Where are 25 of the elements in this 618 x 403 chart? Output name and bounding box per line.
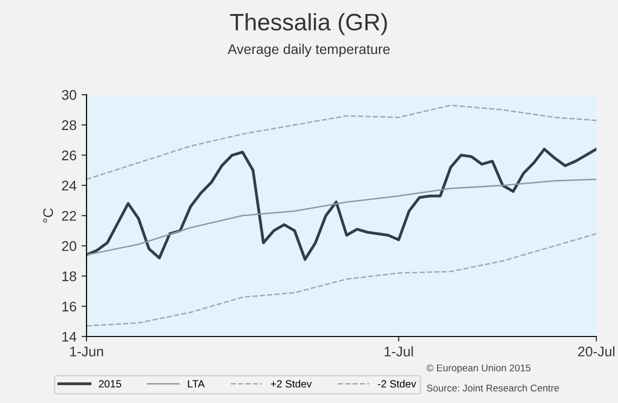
y-tick-label: 16 <box>62 302 76 312</box>
y-tick-label: 14 <box>62 332 76 342</box>
legend-label: LTA <box>188 380 205 388</box>
x-tick-label: 1-Jul <box>384 346 413 356</box>
line-series <box>86 178 596 256</box>
y-tick-label: 22 <box>62 210 76 221</box>
line-series <box>86 148 596 261</box>
x-tick-label: 20-Jul <box>578 346 614 356</box>
chart-title: Thessalia (GR) <box>230 13 387 36</box>
source-note: Source: Joint Research Centre <box>426 384 559 392</box>
text: © European Union 2015 <box>426 364 530 374</box>
chart-subtitle: Average daily temperature <box>228 44 390 57</box>
y-tick-label: 28 <box>62 120 76 130</box>
y-tick-label: 18 <box>62 271 76 282</box>
line-series <box>86 104 596 180</box>
legend-label: +2 Stdev <box>270 380 312 388</box>
legend-label: -2 Stdev <box>378 380 416 388</box>
legend-label: 2015 <box>98 380 122 388</box>
y-tick-label: 26 <box>62 150 76 160</box>
line-series <box>86 233 596 327</box>
y-tick-label: 24 <box>62 180 76 190</box>
x-tick-label: 1-Jun <box>70 346 103 356</box>
y-tick-label: 30 <box>62 90 76 100</box>
y-axis-title: °C <box>43 208 54 223</box>
y-tick-label: 20 <box>62 241 76 251</box>
